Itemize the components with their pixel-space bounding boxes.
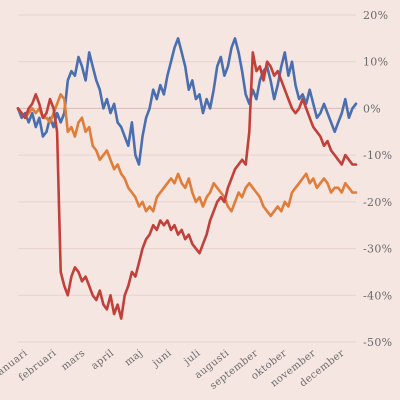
series-line-1 — [16, 37, 358, 166]
x-tick-label: juni — [150, 348, 174, 370]
y-tick-label: -10% — [363, 149, 392, 162]
y-tick-label: -20% — [363, 196, 392, 209]
y-axis: 20% 10% 0% -10% -20% -30% -40% -50% — [363, 9, 392, 349]
x-tick-label: mars — [59, 348, 87, 373]
y-tick-label: -30% — [363, 243, 392, 256]
y-tick-label: -40% — [363, 289, 392, 302]
grid — [18, 14, 356, 343]
series-line-2 — [16, 93, 358, 218]
series-line-3 — [16, 51, 358, 320]
y-tick-label: 10% — [363, 56, 388, 69]
x-tick-label: juli — [181, 348, 202, 368]
series-lines — [16, 37, 358, 320]
y-tick-label: 20% — [363, 9, 388, 22]
y-tick-label: -50% — [363, 336, 392, 349]
y-tick-label: 0% — [363, 102, 381, 115]
x-tick-label: maj — [123, 348, 145, 369]
x-tick-label: april — [89, 348, 116, 372]
